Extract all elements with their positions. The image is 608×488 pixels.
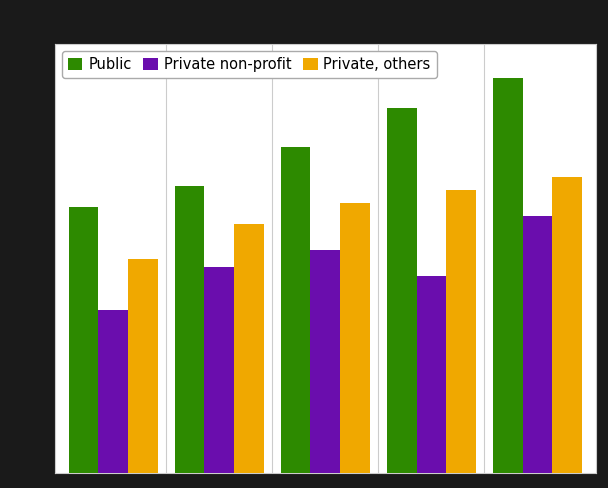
Bar [311, 250, 340, 473]
Bar [416, 276, 446, 473]
Legend: Public, Private non-profit, Private, others: Public, Private non-profit, Private, oth… [62, 51, 437, 78]
Bar [387, 108, 416, 473]
Bar [98, 310, 128, 473]
Bar [340, 203, 370, 473]
Bar [523, 216, 552, 473]
Bar [128, 259, 157, 473]
Bar [204, 267, 234, 473]
Bar [69, 207, 98, 473]
Bar [552, 177, 582, 473]
Bar [174, 185, 204, 473]
Bar [234, 224, 264, 473]
Bar [446, 190, 476, 473]
Bar [493, 78, 523, 473]
Bar [281, 147, 311, 473]
